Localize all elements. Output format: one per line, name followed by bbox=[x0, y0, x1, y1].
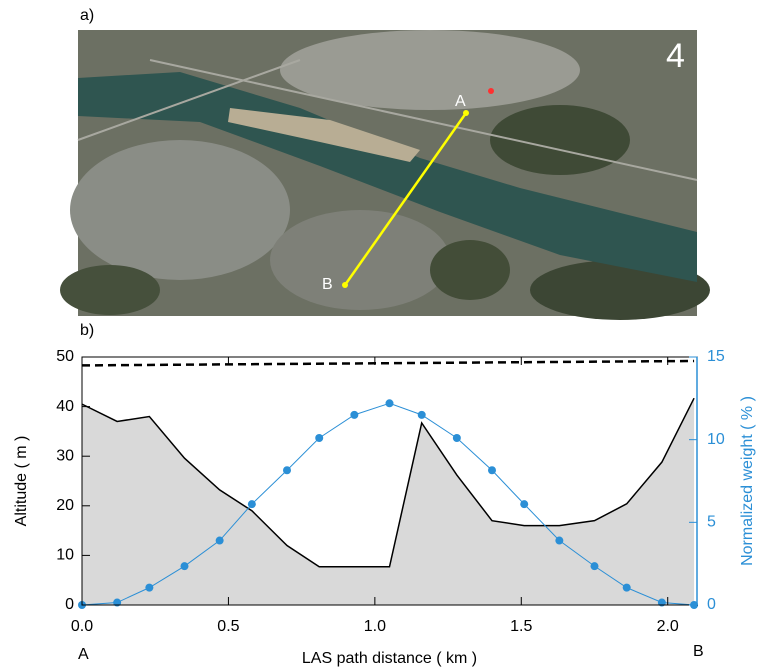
weight-point bbox=[385, 399, 394, 408]
weight-point bbox=[488, 466, 496, 475]
weight-point bbox=[417, 410, 426, 419]
endpoint-label: A bbox=[78, 646, 89, 663]
y2-axis-label: Normalized weight ( % ) bbox=[739, 396, 756, 566]
weight-point bbox=[315, 434, 324, 443]
y2-tick-label: 15 bbox=[707, 348, 725, 365]
x-tick-label: 2.0 bbox=[657, 618, 679, 635]
point-a-label: A bbox=[455, 93, 466, 110]
weight-point bbox=[590, 562, 599, 571]
y2-tick-label: 0 bbox=[707, 596, 716, 613]
x-axis-label: LAS path distance ( km ) bbox=[302, 650, 477, 667]
y-tick-label: 40 bbox=[56, 398, 74, 415]
dashed-line bbox=[81, 359, 695, 367]
weight-point bbox=[180, 562, 189, 571]
weight-point bbox=[145, 583, 154, 592]
x-tick-label: 0.0 bbox=[71, 618, 93, 635]
weight-point bbox=[283, 466, 291, 475]
panel-b-label: b) bbox=[80, 322, 94, 339]
weight-point bbox=[350, 410, 359, 419]
terrain-area bbox=[82, 398, 695, 605]
y2-tick-label: 5 bbox=[707, 514, 716, 531]
weight-point bbox=[555, 536, 564, 545]
y-tick-label: 50 bbox=[56, 348, 74, 365]
satellite-image: A B 4 bbox=[60, 30, 710, 320]
y-tick-label: 10 bbox=[56, 547, 74, 564]
y-tick-label: 0 bbox=[65, 596, 74, 613]
x-tick-label: 1.0 bbox=[364, 618, 386, 635]
endpoint-label: B bbox=[693, 643, 704, 660]
y-tick-label: 20 bbox=[56, 497, 74, 514]
weight-point bbox=[452, 434, 461, 443]
y2-tick-label: 10 bbox=[707, 431, 725, 448]
x-tick-label: 1.5 bbox=[510, 618, 532, 635]
series-line bbox=[81, 397, 695, 568]
panel-a-label: a) bbox=[80, 7, 94, 24]
y-axis-label: Altitude ( m ) bbox=[13, 436, 30, 527]
weight-point bbox=[520, 500, 529, 509]
y-tick-label: 30 bbox=[56, 447, 74, 464]
weight-point bbox=[622, 583, 631, 592]
weight-point bbox=[247, 500, 256, 509]
x-tick-label: 0.5 bbox=[217, 618, 239, 635]
weight-point bbox=[215, 536, 224, 545]
site-number: 4 bbox=[666, 37, 685, 75]
point-b-label: B bbox=[322, 276, 333, 293]
